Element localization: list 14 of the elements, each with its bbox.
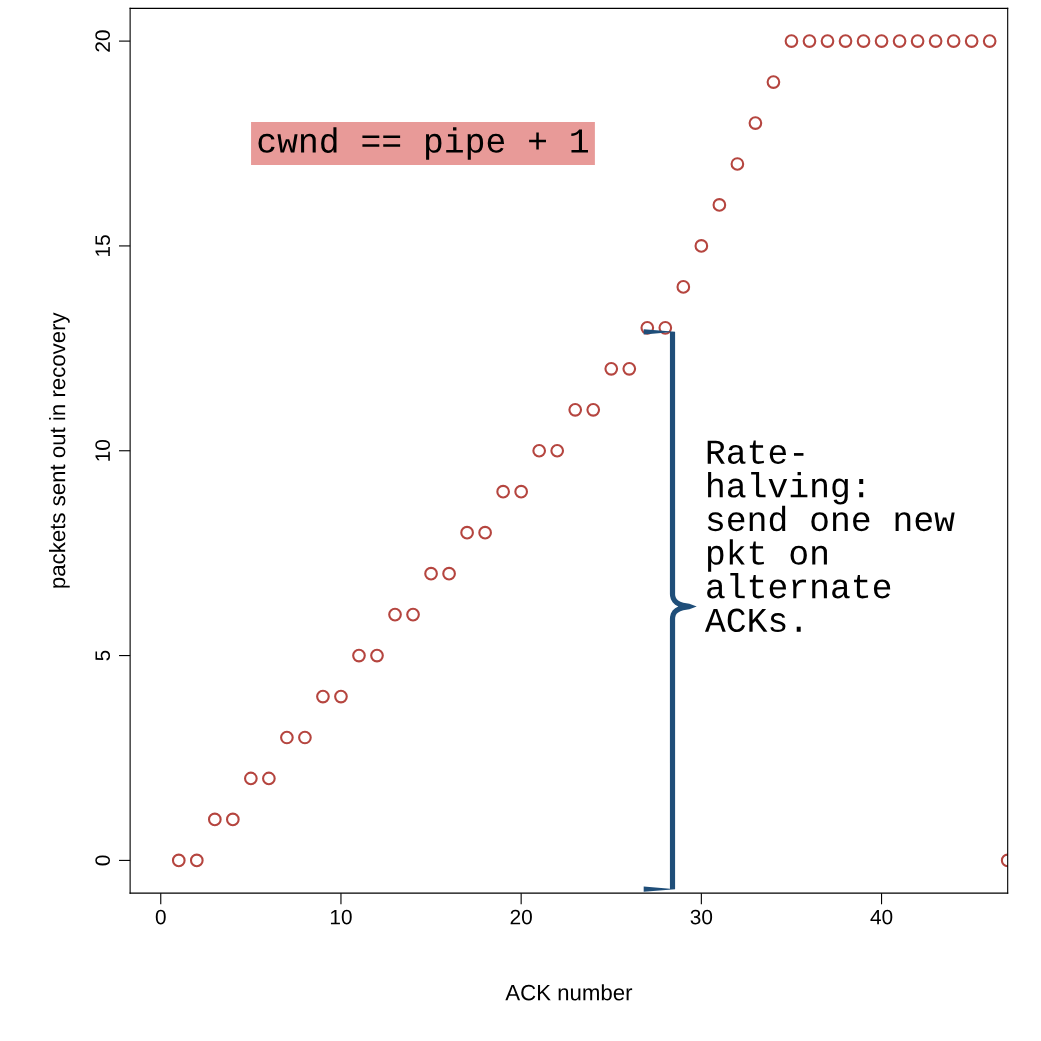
x-tick-label: 30: [690, 909, 713, 925]
y-tick-label: 0: [95, 855, 111, 866]
y-tick-label: 15: [95, 235, 111, 256]
y-axis-title: packets sent out in recovery: [49, 312, 70, 588]
x-tick-label: 10: [330, 909, 352, 925]
y-tick-label: 10: [95, 439, 111, 461]
x-axis-title: ACK number: [505, 984, 633, 1001]
y-tick-label: 20: [95, 30, 111, 52]
annotation: cwnd == pipe + 1: [258, 127, 588, 160]
x-tick-label: 40: [870, 909, 893, 925]
y-tick-label: 5: [95, 650, 111, 661]
x-tick-label: 20: [510, 909, 532, 925]
x-tick-label: 0: [155, 909, 166, 925]
annotation: Rate- halving: send one new pkt on alternate ACKs.: [704, 440, 955, 633]
